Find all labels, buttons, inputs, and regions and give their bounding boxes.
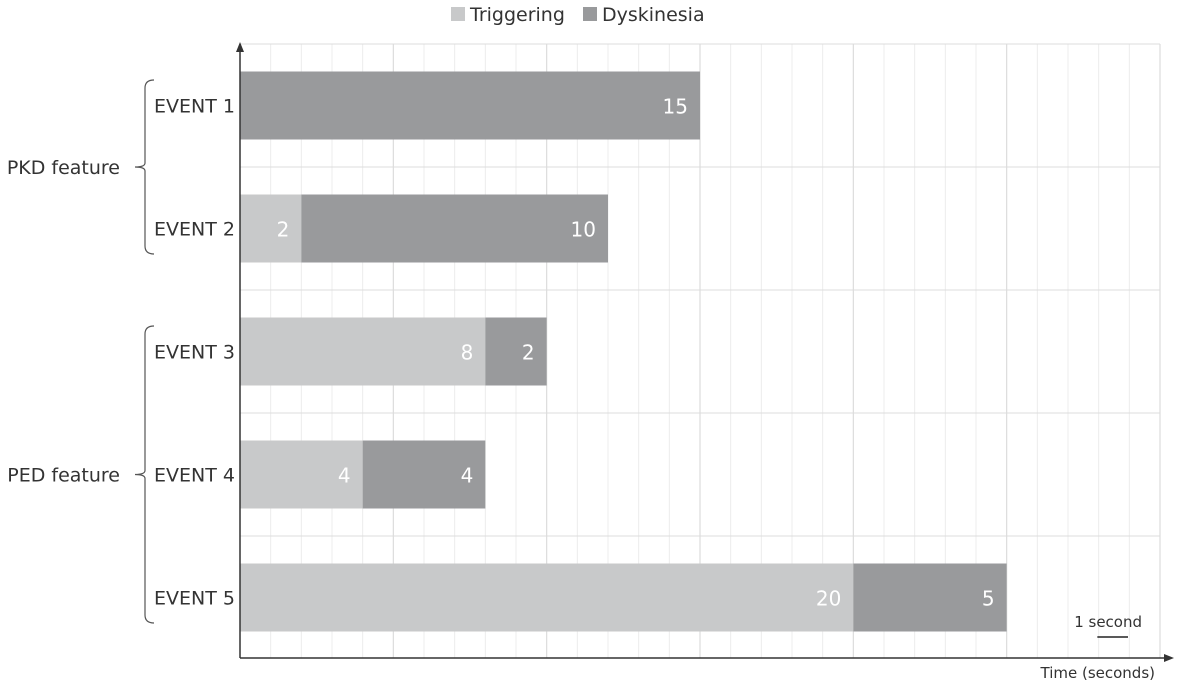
bar-segment: [240, 194, 302, 263]
data-label: 5: [982, 587, 995, 611]
data-label: 10: [571, 218, 596, 242]
category-label: EVENT 1: [154, 96, 235, 118]
group-brace: [134, 79, 155, 255]
scale-bar-label: 1 second: [1074, 613, 1142, 631]
axes: [236, 42, 1174, 662]
bars: 15 2 10 8 2 4 4 20 5: [240, 71, 1007, 632]
data-label: 15: [663, 95, 688, 119]
group-brace: [134, 325, 155, 624]
group-label: PED feature: [7, 465, 120, 487]
x-axis-arrow: [1164, 654, 1174, 662]
category-label: EVENT 2: [154, 219, 235, 241]
data-label: 4: [461, 464, 474, 488]
bar-segment: [853, 563, 1007, 632]
bar-segment: [240, 563, 854, 632]
category-label: EVENT 3: [154, 342, 235, 364]
labels: EVENT 1 EVENT 2 EVENT 3 EVENT 4 EVENT 5 PKD f…: [7, 79, 1156, 682]
category-label: EVENT 5: [154, 588, 235, 610]
category-label: EVENT 4: [154, 465, 235, 487]
legend-swatch: [451, 7, 465, 21]
y-axis-arrow: [236, 42, 244, 52]
x-axis-label: Time (seconds): [1040, 664, 1156, 682]
bar-segment: [301, 194, 608, 263]
bar-segment: [362, 440, 486, 509]
legend-swatch: [583, 7, 597, 21]
bar-segment: [240, 440, 363, 509]
grid: [240, 43, 1161, 658]
data-label: 2: [522, 341, 535, 365]
legend-label: Triggering: [469, 4, 565, 26]
legend: Triggering Dyskinesia: [451, 4, 705, 26]
data-label: 2: [277, 218, 290, 242]
legend-label: Dyskinesia: [602, 4, 705, 26]
bar-segment: [240, 71, 700, 140]
group-label: PKD feature: [7, 157, 120, 179]
bar-segment: [485, 317, 547, 386]
data-label: 4: [338, 464, 351, 488]
data-label: 8: [461, 341, 474, 365]
data-label: 20: [816, 587, 841, 611]
bar-segment: [240, 317, 486, 386]
